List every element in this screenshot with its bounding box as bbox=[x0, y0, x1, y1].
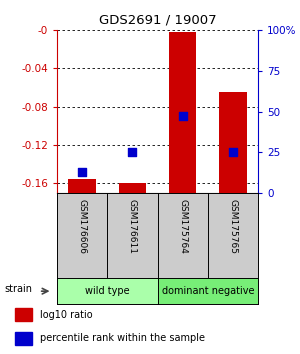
Text: strain: strain bbox=[4, 284, 33, 293]
Bar bbox=[118, 183, 146, 193]
Title: GDS2691 / 19007: GDS2691 / 19007 bbox=[99, 13, 216, 26]
Bar bbox=[219, 92, 247, 193]
Text: wild type: wild type bbox=[85, 286, 130, 296]
Bar bbox=[169, 32, 196, 193]
Point bbox=[130, 149, 135, 155]
Bar bbox=[15, 332, 32, 345]
Text: log10 ratio: log10 ratio bbox=[40, 309, 93, 320]
Text: GSM175765: GSM175765 bbox=[228, 199, 237, 254]
Point bbox=[80, 169, 85, 175]
Bar bbox=[15, 308, 32, 321]
Text: percentile rank within the sample: percentile rank within the sample bbox=[40, 333, 205, 343]
Point bbox=[230, 149, 235, 155]
Point bbox=[180, 114, 185, 119]
Text: GSM175764: GSM175764 bbox=[178, 199, 187, 254]
Bar bbox=[68, 178, 96, 193]
Text: GSM176606: GSM176606 bbox=[78, 199, 87, 254]
Text: GSM176611: GSM176611 bbox=[128, 199, 137, 254]
Text: dominant negative: dominant negative bbox=[161, 286, 254, 296]
